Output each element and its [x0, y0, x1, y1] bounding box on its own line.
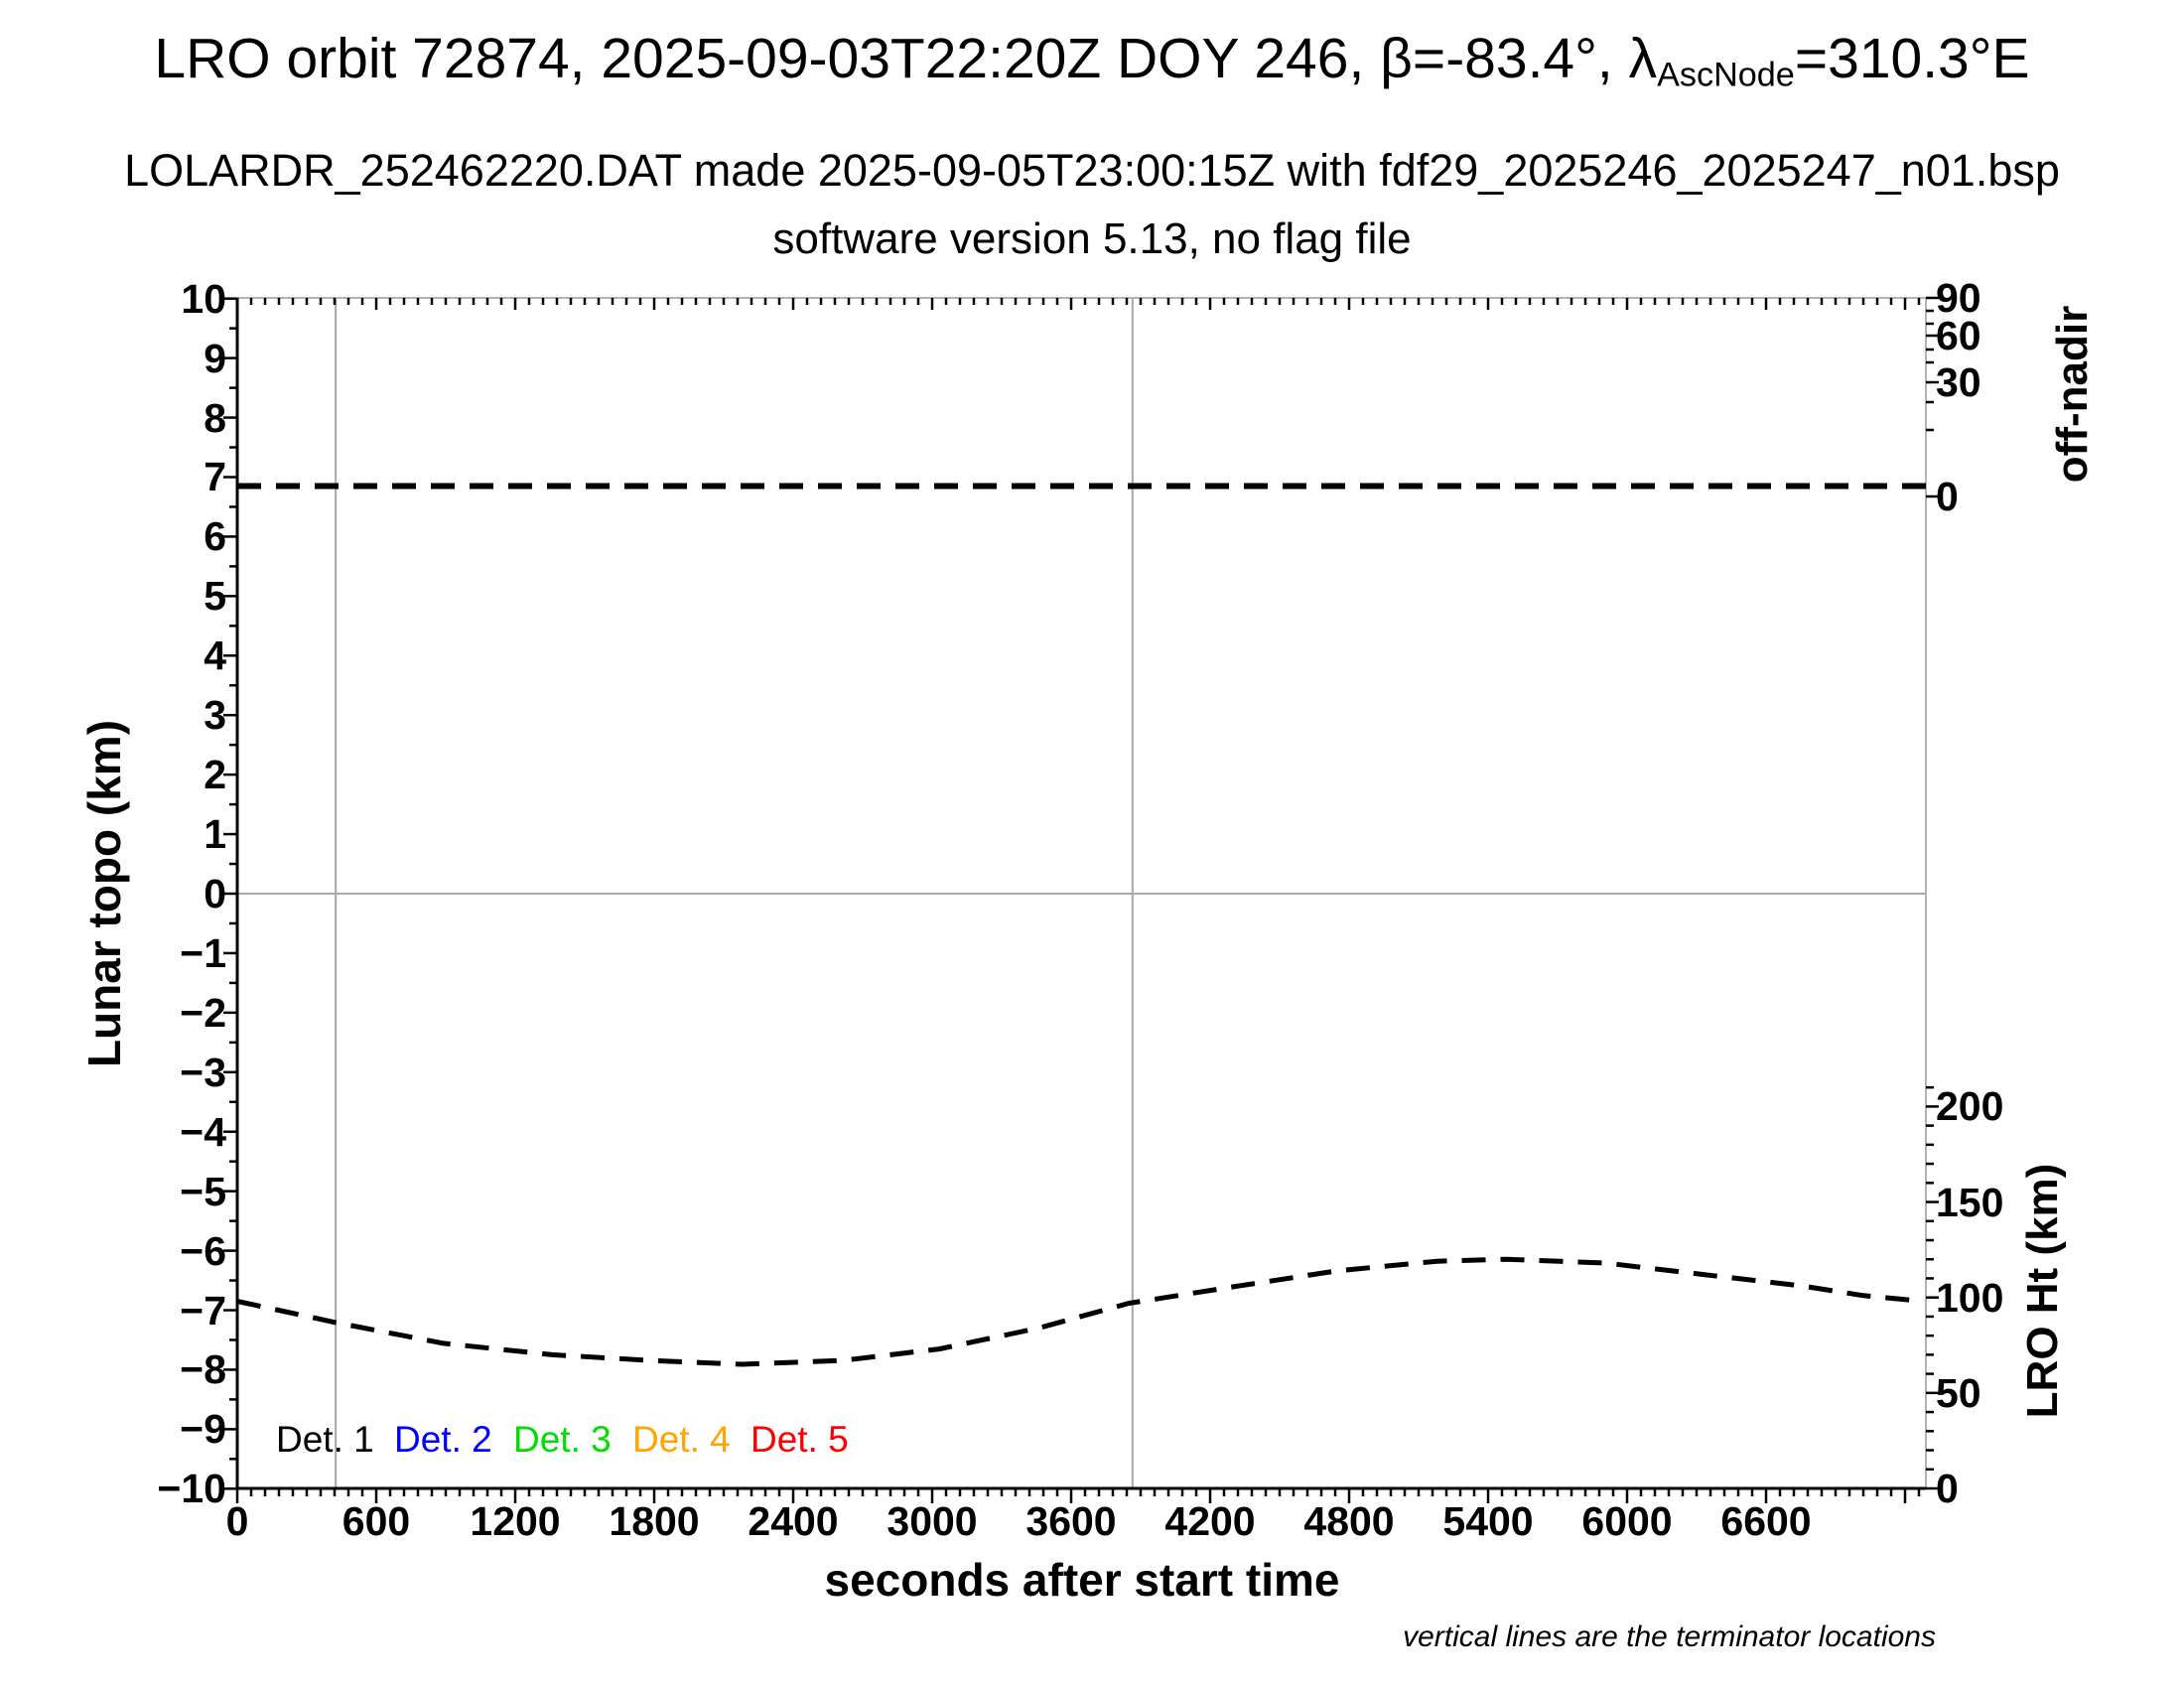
lro-height-tick-label: 50	[1936, 1369, 1981, 1416]
y-left-tick-label: 4	[204, 633, 226, 679]
y-left-tick-label: −7	[180, 1287, 226, 1334]
x-tick-label: 5400	[1442, 1498, 1534, 1544]
y-left-tick-label: 0	[204, 871, 226, 916]
y-left-tick-label: −1	[180, 929, 226, 976]
off-nadir-tick-label: 0	[1936, 474, 1959, 519]
off-nadir-tick-label: 60	[1936, 313, 1981, 358]
y-left-tick-label: −4	[180, 1108, 226, 1155]
lro-height-tick-label: 150	[1936, 1179, 2004, 1225]
y-left-tick-label: −8	[180, 1346, 226, 1393]
x-tick-label: 1200	[470, 1498, 561, 1544]
subtitle-software-version: software version 5.13, no flag file	[772, 214, 1412, 263]
x-tick-label: 4200	[1164, 1498, 1256, 1544]
off-nadir-tick-label: 90	[1936, 275, 1981, 321]
lro-height-tick-label: 200	[1936, 1083, 2004, 1130]
y-left-tick-label: 9	[204, 335, 226, 381]
x-tick-label: 3600	[1025, 1498, 1117, 1544]
x-tick-label: 0	[225, 1498, 249, 1544]
y-left-tick-label: 3	[204, 692, 226, 739]
x-tick-label: 1800	[609, 1498, 700, 1544]
lro-height-curve	[236, 1256, 1924, 1367]
y-left-tick-label: −5	[180, 1168, 226, 1214]
x-tick-label: 6000	[1581, 1498, 1673, 1544]
x-tick-label: 3000	[887, 1498, 978, 1544]
x-tick-label: 600	[341, 1498, 411, 1544]
y-left-tick-label: 2	[204, 752, 226, 798]
y-left-tick-label: 1	[204, 811, 226, 858]
terminator-footnote: vertical lines are the terminator locati…	[1403, 1620, 1936, 1653]
title-prefix: LRO orbit 72874, 2025-09-03T22:20Z DOY 2…	[154, 27, 1658, 90]
x-tick-label: 4800	[1303, 1498, 1395, 1544]
legend-item-det-3: Det. 3	[513, 1419, 612, 1460]
lro-height-tick-label: 100	[1936, 1274, 2004, 1321]
y-left-tick-label: 10	[181, 275, 226, 322]
y-left-tick-label: −3	[180, 1049, 226, 1095]
legend-item-det-5: Det. 5	[751, 1419, 849, 1460]
legend-item-det-4: Det. 4	[632, 1419, 731, 1460]
y-left-tick-label: 8	[204, 394, 226, 441]
y-left-tick-label: −6	[180, 1227, 226, 1274]
off-nadir-tick-label: 30	[1936, 359, 1981, 405]
y-left-tick-label: −2	[180, 989, 226, 1036]
y-left-tick-label: −9	[180, 1406, 226, 1453]
page-title: LRO orbit 72874, 2025-09-03T22:20Z DOY 2…	[0, 26, 2184, 95]
y-left-tick-label: −10	[157, 1466, 226, 1512]
title-subscript: AscNode	[1657, 56, 1795, 94]
x-tick-label: 2400	[748, 1498, 839, 1544]
y-left-tick-label: 7	[204, 454, 226, 500]
x-axis-title: seconds after start time	[824, 1554, 1340, 1606]
x-tick-label: 6600	[1720, 1498, 1812, 1544]
lro-height-tick-label: 0	[1936, 1466, 1959, 1511]
y-left-tick-label: 5	[204, 573, 226, 620]
legend-item-det-1: Det. 1	[276, 1419, 374, 1460]
y-left-tick-label: 6	[204, 513, 226, 560]
legend-item-det-2: Det. 2	[394, 1419, 492, 1460]
subtitle-data-file: LOLARDR_252462220.DAT made 2025-09-05T23…	[124, 145, 2060, 196]
title-suffix: =310.3°E	[1794, 27, 2030, 90]
